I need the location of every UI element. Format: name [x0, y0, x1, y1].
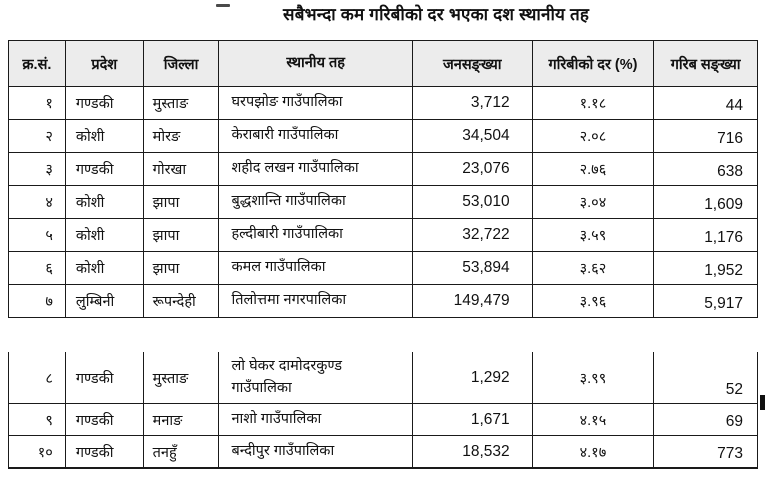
header-local-level: स्थानीय तह	[219, 41, 413, 86]
header-serial-number: क्र.सं.	[9, 41, 66, 86]
province-cell: गण्डकी	[66, 404, 144, 435]
table-row: ७ लुम्बिनी रूपन्देही तिलोत्तमा नगरपालिका…	[9, 285, 757, 318]
local-level-cell: तिलोत्तमा नगरपालिका	[219, 285, 413, 317]
local-level-cell: नाशो गाउँपालिका	[219, 404, 413, 435]
header-province: प्रदेश	[66, 41, 144, 86]
local-level-cell: हल्दीबारी गाउँपालिका	[219, 219, 413, 251]
population-cell: 149,479	[413, 285, 533, 317]
serial-number-cell: ४	[9, 186, 66, 218]
poverty-rate-cell: ४.१५	[533, 404, 655, 435]
population-cell: 34,504	[413, 120, 533, 152]
table-row: ९ गण्डकी मनाङ नाशो गाउँपालिका 1,671 ४.१५…	[9, 404, 757, 436]
poverty-rate-cell: ४.१७	[533, 436, 655, 467]
district-cell: मोरङ	[144, 120, 220, 152]
table-body-rows-1-7: १ गण्डकी मुस्ताङ घरपझोङ गाउँपालिका 3,712…	[9, 87, 757, 318]
local-level-cell: कमल गाउँपालिका	[219, 252, 413, 284]
province-cell: गण्डकी	[66, 87, 144, 119]
header-population: जनसङ्ख्या	[413, 41, 533, 86]
table-row: ३ गण्डकी गोरखा शहीद लखन गाउँपालिका 23,07…	[9, 153, 757, 186]
poor-count-cell: 1,952	[704, 262, 743, 279]
province-cell: कोशी	[66, 252, 144, 284]
poverty-table-continued-fragment: ८ गण्डकी मुस्ताङ लो घेकर दामोदरकुण्ड गाउ…	[8, 352, 758, 469]
poor-count-cell: 44	[725, 97, 743, 114]
table-row: ८ गण्डकी मुस्ताङ लो घेकर दामोदरकुण्ड गाउ…	[9, 352, 757, 404]
serial-number-cell: ५	[9, 219, 66, 251]
header-poor-count: गरिब सङ्ख्या	[670, 56, 741, 73]
local-level-cell: बुद्धशान्ति गाउँपालिका	[219, 186, 413, 218]
serial-number-cell: ७	[9, 285, 66, 317]
header-poverty-rate: गरिबीको दर (%)	[533, 41, 655, 86]
population-cell: 18,532	[413, 436, 533, 467]
population-cell: 23,076	[413, 153, 533, 185]
poverty-rate-cell: ३.५९	[533, 219, 655, 251]
population-cell: 1,671	[413, 404, 533, 435]
district-cell: झापा	[144, 252, 220, 284]
province-cell: गण्डकी	[66, 153, 144, 185]
table-row: १ गण्डकी मुस्ताङ घरपझोङ गाउँपालिका 3,712…	[9, 87, 757, 120]
poor-count-cell: 716	[717, 130, 743, 147]
population-cell: 53,894	[413, 252, 533, 284]
poor-count-cell: 5,917	[704, 295, 743, 312]
province-cell: गण्डकी	[66, 436, 144, 467]
poor-count-cell: 1,176	[704, 229, 743, 246]
serial-number-cell: ६	[9, 252, 66, 284]
poor-count-cell: 773	[717, 445, 743, 462]
province-cell: कोशी	[66, 186, 144, 218]
table-row: ५ कोशी झापा हल्दीबारी गाउँपालिका 32,722 …	[9, 219, 757, 252]
poverty-rate-cell: २.०८	[533, 120, 655, 152]
table-row: १० गण्डकी तनहुँ बन्दीपुर गाउँपालिका 18,5…	[9, 436, 757, 468]
poverty-table-top-fragment: क्र.सं. प्रदेश जिल्ला स्थानीय तह जनसङ्ख्…	[8, 40, 758, 318]
poor-count-cell: 69	[725, 413, 743, 430]
local-level-cell: घरपझोङ गाउँपालिका	[219, 87, 413, 119]
table-body-rows-8-10: ८ गण्डकी मुस्ताङ लो घेकर दामोदरकुण्ड गाउ…	[9, 352, 757, 468]
serial-number-cell: १०	[9, 436, 66, 467]
district-cell: झापा	[144, 186, 220, 218]
serial-number-cell: १	[9, 87, 66, 119]
local-level-cell: बन्दीपुर गाउँपालिका	[219, 436, 413, 467]
serial-number-cell: २	[9, 120, 66, 152]
population-cell: 32,722	[413, 219, 533, 251]
poverty-rate-cell: ३.०४	[533, 186, 655, 218]
district-cell: मुस्ताङ	[144, 87, 220, 119]
table-row: २ कोशी मोरङ केराबारी गाउँपालिका 34,504 २…	[9, 120, 757, 153]
poverty-rate-cell: ३.६२	[533, 252, 655, 284]
province-cell: कोशी	[66, 120, 144, 152]
page-title: सबैभन्दा कम गरिबीको दर भएका दश स्थानीय त…	[283, 5, 590, 24]
table-row: ४ कोशी झापा बुद्धशान्ति गाउँपालिका 53,01…	[9, 186, 757, 219]
table-header-row: क्र.सं. प्रदेश जिल्ला स्थानीय तह जनसङ्ख्…	[9, 41, 757, 87]
district-cell: रूपन्देही	[144, 285, 220, 317]
population-cell: 53,010	[413, 186, 533, 218]
poverty-rate-cell: १.१८	[533, 87, 655, 119]
district-cell: मुस्ताङ	[144, 352, 220, 403]
province-cell: लुम्बिनी	[66, 285, 144, 317]
local-level-cell: लो घेकर दामोदरकुण्ड गाउँपालिका	[219, 352, 413, 403]
province-cell: गण्डकी	[66, 352, 144, 403]
poor-count-cell: 1,609	[704, 196, 743, 213]
serial-number-cell: ३	[9, 153, 66, 185]
local-level-cell: शहीद लखन गाउँपालिका	[219, 153, 413, 185]
serial-number-cell: ८	[9, 352, 66, 403]
district-cell: मनाङ	[144, 404, 220, 435]
header-district: जिल्ला	[144, 41, 220, 86]
serial-number-cell: ९	[9, 404, 66, 435]
district-cell: गोरखा	[144, 153, 220, 185]
population-cell: 3,712	[413, 87, 533, 119]
district-cell: झापा	[144, 219, 220, 251]
local-level-cell: केराबारी गाउँपालिका	[219, 120, 413, 152]
province-cell: कोशी	[66, 219, 144, 251]
poverty-rate-cell: ३.९६	[533, 285, 655, 317]
population-cell: 1,292	[413, 352, 533, 403]
poor-count-cell: 52	[725, 381, 743, 398]
district-cell: तनहुँ	[144, 436, 220, 467]
stray-dash-mark	[216, 4, 230, 7]
text-cursor-artifact	[760, 395, 765, 410]
poverty-rate-cell: २.७६	[533, 153, 655, 185]
poverty-rate-cell: ३.९९	[533, 352, 655, 403]
poor-count-cell: 638	[717, 163, 743, 180]
table-row: ६ कोशी झापा कमल गाउँपालिका 53,894 ३.६२ 1…	[9, 252, 757, 285]
